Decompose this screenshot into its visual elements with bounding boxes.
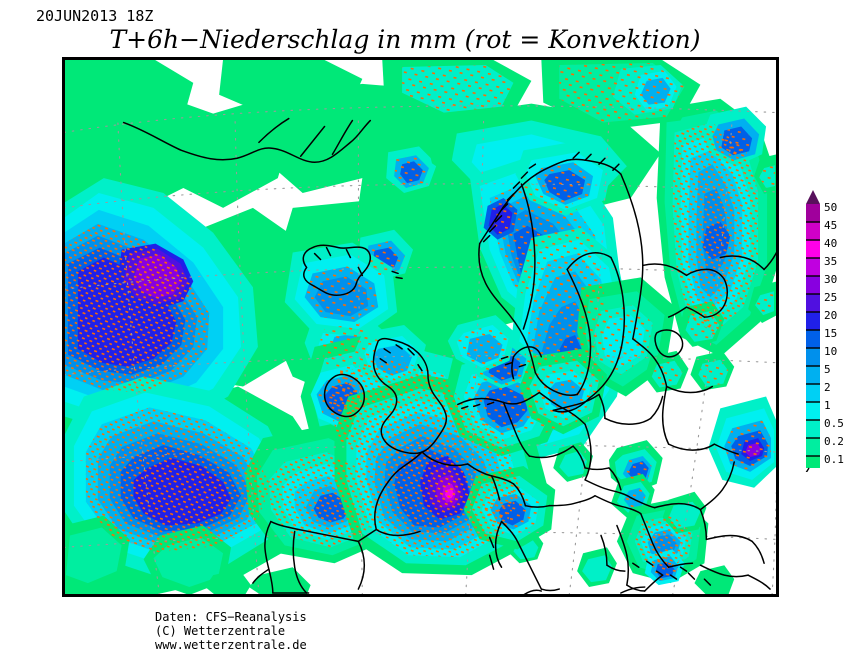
map-canvas <box>64 59 777 595</box>
colorbar-tick-label: 35 <box>824 255 837 268</box>
colorbar-tick-label: 40 <box>824 237 837 250</box>
convection-overlay <box>64 62 776 582</box>
colorbar-swatches <box>805 190 820 472</box>
footer-credits: Daten: CFS−Reanalysis (C) Wetterzentrale… <box>155 610 307 652</box>
precip-field <box>64 59 777 595</box>
graticule <box>64 105 777 595</box>
colorbar-tick-label: 10 <box>824 345 837 358</box>
forecast-date-label: 20JUN2013 18Z <box>36 7 154 25</box>
colorbar-tick-label: 20 <box>824 309 837 322</box>
colorbar-tick-label: 30 <box>824 273 837 286</box>
colorbar-tick-label: 15 <box>824 327 837 340</box>
footer-data-source: Daten: CFS−Reanalysis <box>155 610 307 624</box>
precipitation-colorbar[interactable]: 0.1 0.2 0.5 1 2 5 10 15 20 25 30 35 40 45 50 <box>800 172 850 472</box>
colorbar-tick-label: 0.2 <box>824 435 844 448</box>
coastlines <box>122 117 777 595</box>
colorbar-tick-label: 25 <box>824 291 837 304</box>
page-title: T+6h−Niederschlag in mm (rot = Konvektio… <box>109 25 701 54</box>
footer-website[interactable]: www.wetterzentrale.de <box>155 638 307 652</box>
colorbar-tick-label: 2 <box>824 381 831 394</box>
colorbar-tick-label: 1 <box>824 399 831 412</box>
colorbar-tick-label: 5 <box>824 363 831 376</box>
colorbar-tick-label: 0.5 <box>824 417 844 430</box>
colorbar-bottom-tail <box>805 467 810 472</box>
precipitation-map[interactable] <box>62 57 779 597</box>
footer-copyright: (C) Wetterzentrale <box>155 624 286 638</box>
colorbar-tick-label: 45 <box>824 219 837 232</box>
colorbar-tick-label: 50 <box>824 201 837 214</box>
colorbar-tick-label: 0.1 <box>824 453 844 466</box>
colorbar-top-arrow <box>806 190 820 204</box>
